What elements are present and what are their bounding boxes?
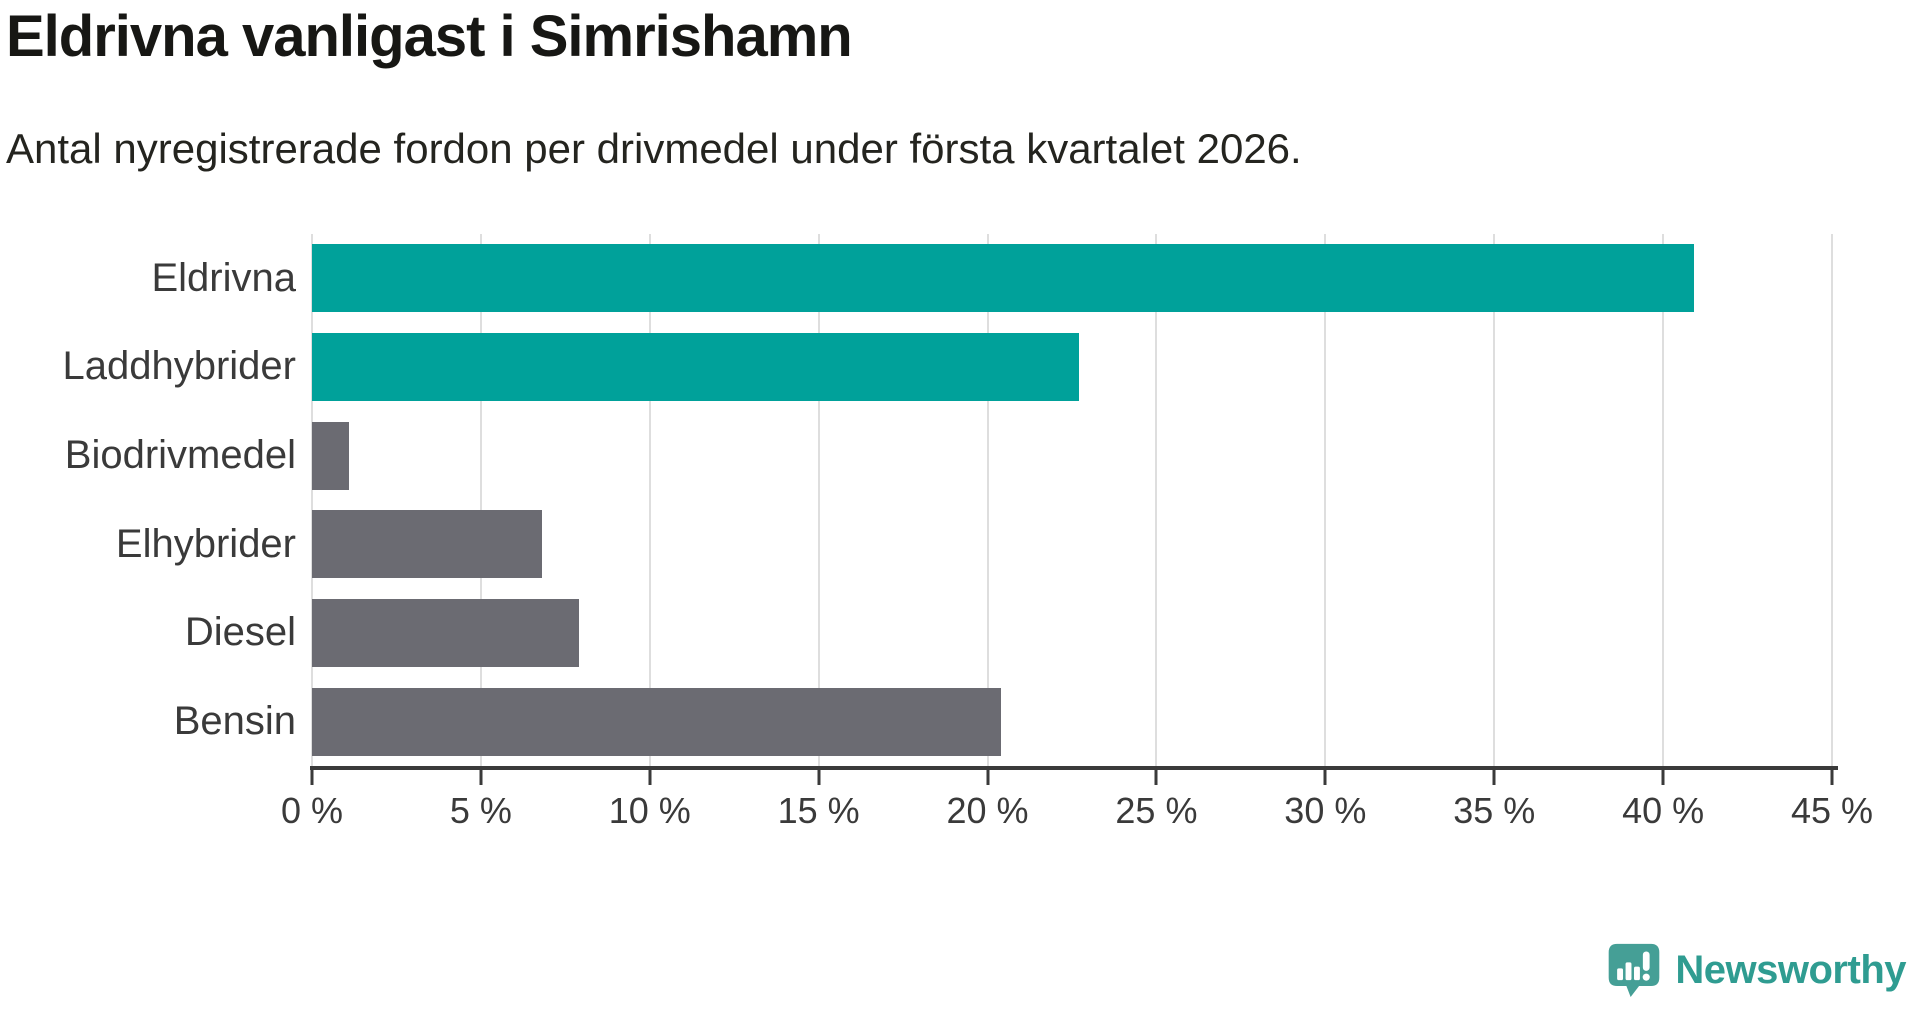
x-tick-label-5: 5 % bbox=[449, 790, 512, 831]
x-tick-label-0: 0 % bbox=[280, 790, 344, 831]
x-tick-label-30: 30 % bbox=[1284, 790, 1367, 831]
category-label-biodrivmedel: Biodrivmedel bbox=[64, 433, 296, 478]
bar-bensin bbox=[312, 687, 1002, 756]
chart-subtitle: Antal nyregistrerade fordon per drivmede… bbox=[6, 125, 1302, 172]
x-tick-label-10: 10 % bbox=[608, 790, 691, 831]
gridline-5 bbox=[479, 234, 482, 766]
category-label-bensin: Bensin bbox=[173, 699, 296, 744]
category-label-laddhybrider: Laddhybrider bbox=[62, 344, 297, 389]
x-tick-mark-10 bbox=[648, 770, 652, 785]
gridline-20 bbox=[986, 234, 989, 766]
bar-diesel bbox=[312, 599, 579, 667]
category-label-elhybrider: Elhybrider bbox=[115, 521, 296, 566]
gridline-10 bbox=[648, 234, 651, 766]
x-tick-mark-0 bbox=[310, 770, 314, 785]
x-tick-mark-45 bbox=[1830, 770, 1834, 785]
newsworthy-logo: Newsworthy bbox=[1607, 942, 1906, 998]
x-tick-label-45: 45 % bbox=[1790, 790, 1874, 831]
x-tick-label-35: 35 % bbox=[1453, 790, 1536, 831]
x-tick-mark-40 bbox=[1661, 770, 1665, 785]
bar-eldrivna bbox=[312, 244, 1694, 313]
newsworthy-logo-text: Newsworthy bbox=[1675, 947, 1906, 992]
gridline-15 bbox=[817, 234, 820, 766]
gridline-0 bbox=[311, 234, 313, 766]
x-tick-label-20: 20 % bbox=[946, 790, 1029, 831]
chart-title: Eldrivna vanligast i Simrishamn bbox=[6, 4, 853, 69]
newsworthy-speech-bubble-bar-chart-icon bbox=[1609, 943, 1660, 997]
category-label-diesel: Diesel bbox=[184, 610, 296, 655]
x-tick-label-15: 15 % bbox=[777, 790, 860, 831]
x-tick-mark-35 bbox=[1492, 770, 1496, 785]
x-axis: 0 % 5 % 10 % 15 % 20 % 25 % 30 % 35 % 40 % 45 % bbox=[281, 770, 1873, 850]
category-label-eldrivna: Eldrivna bbox=[151, 255, 296, 300]
gridline-40 bbox=[1662, 234, 1665, 766]
gridline-45 bbox=[1831, 234, 1833, 766]
x-tick-mark-5 bbox=[479, 770, 483, 785]
x-tick-label-25: 25 % bbox=[1115, 790, 1198, 831]
x-tick-mark-15 bbox=[817, 770, 821, 785]
bar-laddhybrider bbox=[312, 333, 1079, 401]
bar-elhybrider bbox=[312, 510, 542, 579]
x-tick-label-40: 40 % bbox=[1622, 790, 1705, 831]
gridline-35 bbox=[1493, 234, 1496, 766]
x-tick-mark-25 bbox=[1154, 770, 1158, 785]
bar-biodrivmedel bbox=[312, 421, 350, 490]
gridline-25 bbox=[1155, 234, 1158, 766]
x-tick-mark-30 bbox=[1323, 770, 1327, 785]
x-tick-mark-20 bbox=[986, 770, 990, 785]
x-axis-baseline bbox=[310, 766, 1838, 770]
gridline-30 bbox=[1324, 234, 1327, 766]
plot-area bbox=[311, 234, 1833, 766]
